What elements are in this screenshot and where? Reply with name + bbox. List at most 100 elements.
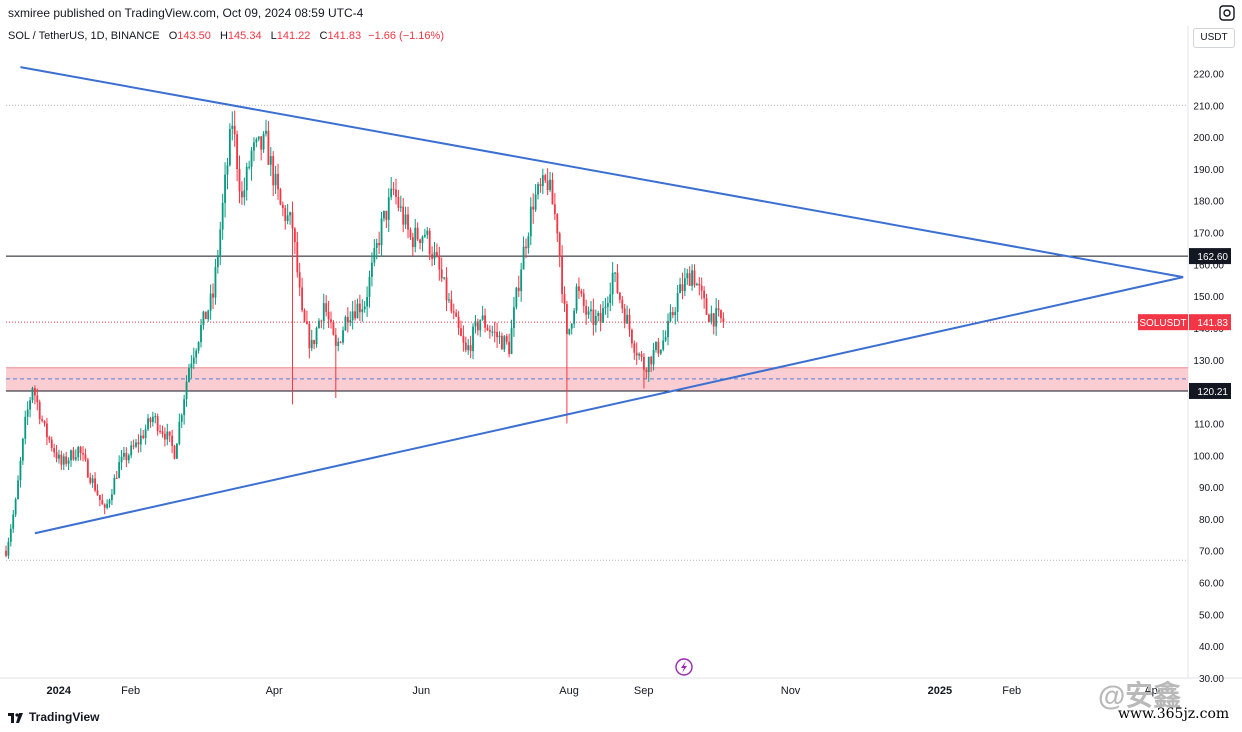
open-label: O	[168, 30, 178, 42]
candle-body	[510, 328, 513, 354]
candle-body	[327, 311, 330, 320]
x-tick-label: 2024	[47, 685, 72, 697]
candle-body	[527, 236, 530, 249]
close-label: C	[319, 30, 328, 42]
candle-body	[342, 330, 344, 343]
candle-body	[243, 190, 246, 198]
candle-body	[546, 180, 549, 191]
candle-body	[72, 450, 75, 460]
candle-body	[368, 276, 371, 297]
candle-body	[163, 433, 166, 440]
candle-body	[594, 316, 597, 326]
candle-body	[344, 316, 347, 331]
currency-button[interactable]: USDT	[1193, 28, 1235, 48]
candle-body	[582, 293, 585, 307]
candle-body	[106, 503, 109, 508]
candle-body	[532, 206, 535, 210]
candle-body	[708, 314, 710, 323]
candle-body	[159, 430, 161, 432]
candle-body	[375, 242, 378, 249]
candle-body	[525, 246, 527, 249]
candle-body	[120, 456, 123, 463]
candle-body	[496, 331, 499, 338]
candle-body	[180, 415, 183, 422]
candle-body	[5, 550, 7, 556]
tradingview-logo[interactable]: TradingView	[8, 710, 99, 724]
candle-body	[149, 418, 152, 423]
candle-body	[356, 303, 359, 319]
candle-body	[580, 290, 583, 294]
candle-body	[553, 204, 556, 214]
candle-body	[565, 303, 568, 335]
candle-body	[62, 456, 65, 465]
candle-body	[43, 420, 46, 424]
candle-body	[505, 336, 508, 342]
candle-body	[284, 208, 287, 221]
candle-body	[192, 357, 195, 364]
candle-body	[712, 313, 715, 327]
candle-body	[21, 438, 24, 461]
candle-body	[221, 202, 224, 230]
candle-body	[267, 130, 270, 165]
candle-body	[274, 173, 277, 186]
x-tick-label: Jun	[412, 685, 430, 697]
candle-body	[173, 445, 176, 459]
candle-body	[281, 204, 284, 209]
candle-body	[101, 499, 104, 505]
y-tick-label: 200.00	[1193, 133, 1224, 144]
x-tick-label: Aug	[559, 685, 579, 697]
candle-body	[132, 445, 135, 447]
candle-body	[53, 448, 56, 453]
candle-body	[541, 175, 544, 187]
candle-body	[520, 269, 523, 292]
candle-body	[262, 133, 265, 150]
candle-body	[452, 311, 455, 313]
candle-body	[551, 179, 554, 205]
candle-body	[676, 293, 679, 312]
candle-body	[207, 310, 210, 320]
candle-body	[481, 315, 484, 320]
candle-body	[476, 321, 479, 331]
candle-body	[36, 395, 39, 403]
candle-body	[387, 197, 390, 220]
candle-body	[606, 303, 609, 307]
y-tick-label: 60.00	[1199, 579, 1224, 590]
candle-body	[688, 273, 691, 286]
candle-body	[248, 166, 251, 168]
symbol-tag-text: SOLUSDT	[1139, 318, 1186, 329]
x-tick-label: Sep	[634, 685, 654, 697]
candle-body	[635, 352, 638, 356]
candle-body	[322, 303, 325, 321]
candle-body	[228, 128, 231, 166]
candle-body	[65, 456, 68, 464]
candle-body	[96, 490, 99, 496]
x-tick-label: Feb	[121, 685, 140, 697]
candle-body	[508, 341, 511, 354]
trendline-1	[34, 276, 1184, 535]
candle-body	[168, 431, 171, 436]
candle-body	[214, 267, 217, 298]
candle-body	[462, 335, 465, 343]
candle-body	[245, 166, 248, 191]
candle-body	[286, 215, 289, 221]
snapshot-icon[interactable]	[1218, 4, 1236, 22]
candle-body	[529, 206, 532, 237]
candle-body	[113, 477, 116, 495]
candle-body	[219, 229, 222, 256]
candle-body	[428, 230, 431, 255]
candle-body	[289, 212, 291, 216]
symbol-name[interactable]: SOL / TetherUS, 1D, BINANCE	[8, 30, 160, 42]
candle-body	[370, 262, 373, 277]
candle-body	[440, 269, 443, 279]
high-value: 145.34	[227, 30, 262, 42]
candle-body	[224, 174, 226, 203]
candle-body	[212, 293, 214, 298]
candle-body	[609, 294, 612, 304]
candle-body	[301, 287, 304, 311]
candle-body	[127, 455, 130, 461]
y-tick-label: 90.00	[1199, 483, 1224, 494]
candle-body	[722, 318, 725, 323]
candle-body	[455, 312, 458, 317]
candle-body	[272, 156, 275, 186]
